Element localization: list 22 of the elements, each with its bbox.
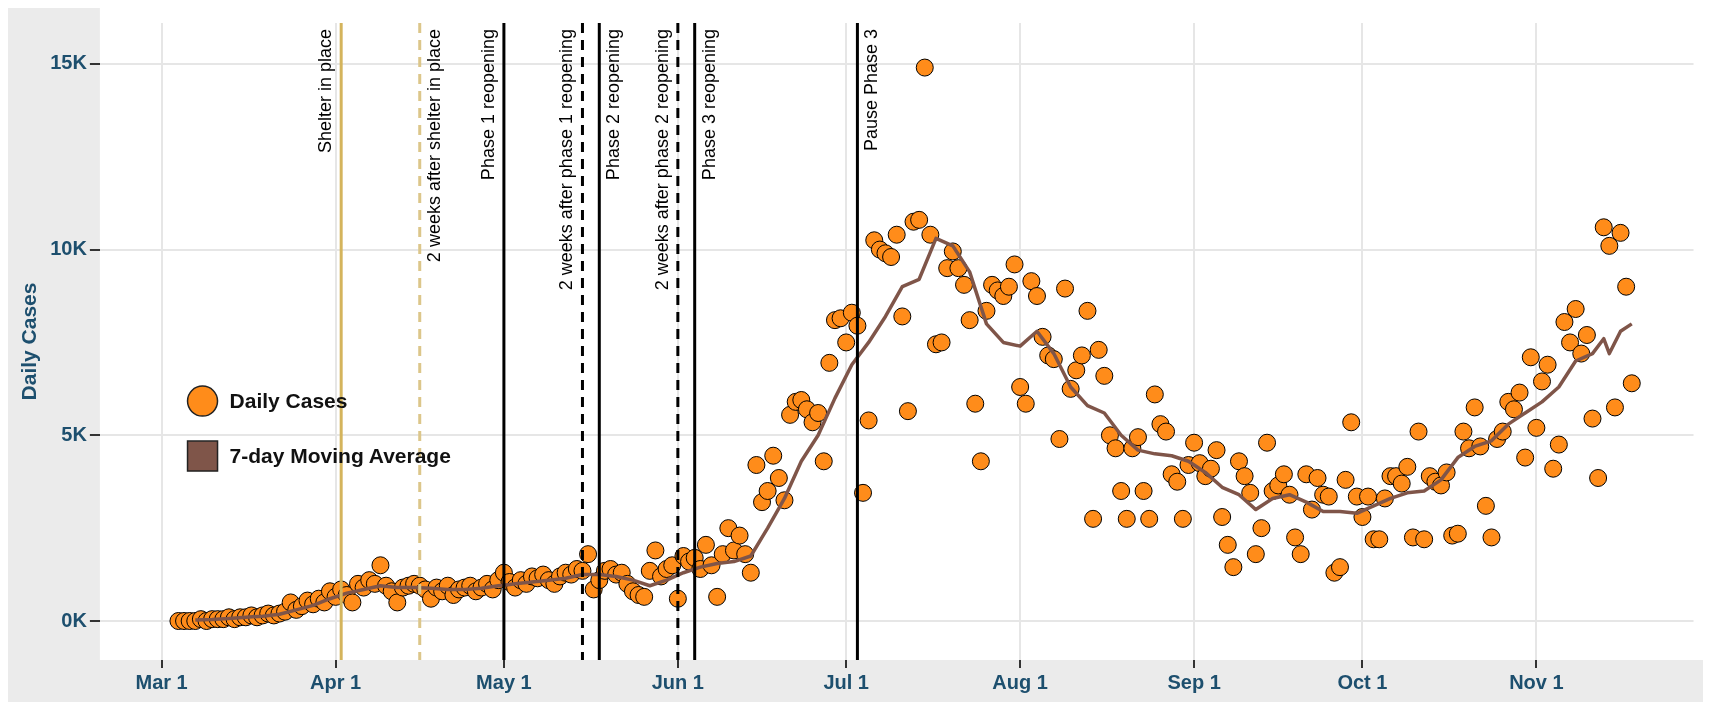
x-tick-label: Nov 1 — [1509, 670, 1564, 693]
y-tick-label: 15K — [50, 51, 88, 74]
ref-line-label: Shelter in place — [315, 29, 336, 154]
x-tick-label: May 1 — [476, 670, 532, 693]
x-tick-label: Mar 1 — [135, 670, 188, 693]
ref-line-label: Phase 1 reopening — [477, 29, 498, 181]
x-tick-label: Apr 1 — [310, 670, 362, 693]
x-tick-label: Oct 1 — [1337, 670, 1388, 693]
x-tick-label: Jun 1 — [651, 670, 704, 693]
x-tick-label: Jul 1 — [823, 670, 869, 693]
ref-line-label: Phase 3 reopening — [698, 29, 719, 181]
y-tick-label: 5K — [61, 422, 88, 445]
y-axis-title: Daily Cases — [17, 282, 41, 401]
x-tick-label: Sep 1 — [1167, 670, 1221, 693]
ref-line-label: 2 weeks after phase 2 reopening — [651, 29, 672, 291]
ref-line-label: 2 weeks after phase 1 reopening — [556, 29, 577, 291]
ref-line-label: Pause Phase 3 — [861, 29, 882, 152]
y-tick-label: 0K — [61, 608, 88, 631]
x-tick-label: Aug 1 — [992, 670, 1048, 693]
y-tick-label: 10K — [50, 237, 88, 260]
ref-line-label: Phase 2 reopening — [603, 29, 624, 181]
ref-line-label: 2 weeks after shelter in place — [423, 29, 444, 263]
